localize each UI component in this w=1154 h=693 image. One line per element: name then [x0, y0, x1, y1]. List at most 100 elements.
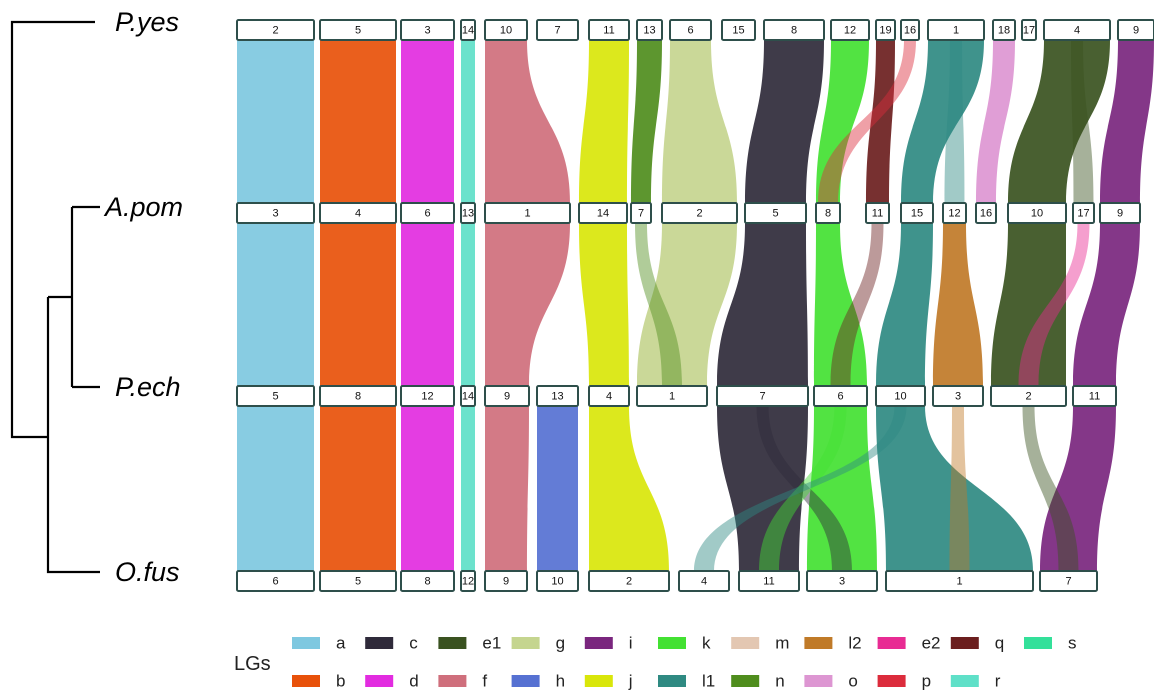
ribbon-mix-e1: [1022, 406, 1079, 571]
legend-label: h: [556, 672, 565, 691]
chromosome-label: 2: [626, 576, 632, 588]
chromosome-label: 13: [551, 391, 563, 403]
legend-swatch: [877, 637, 906, 649]
chromosome-box-outline: [588, 385, 630, 407]
legend-label: p: [922, 672, 931, 691]
chromosome-box-outline: [460, 202, 476, 224]
chromosome-label: 18: [998, 25, 1010, 37]
legend-item-c: c: [365, 634, 418, 653]
chromosome-box: 7: [630, 202, 652, 224]
ribbon-i: [1073, 223, 1140, 386]
ribbon-mix-k: [759, 406, 847, 571]
chromosome-label: 9: [503, 576, 509, 588]
chromosome-label: 6: [424, 208, 430, 220]
chromosome-label: 6: [272, 576, 278, 588]
chromosome-box: 12: [830, 19, 870, 41]
species-label-pech: P.ech: [115, 372, 181, 402]
chromosome-label: 8: [424, 576, 430, 588]
chromosome-label: 13: [643, 25, 655, 37]
ribbon-q: [866, 40, 895, 203]
legend-label: d: [409, 672, 418, 691]
chromosome-box-outline: [400, 570, 455, 592]
chromosome-box: 12: [460, 570, 476, 592]
ribbon-band-0: [237, 40, 1154, 203]
chromosome-box: 5: [319, 570, 397, 592]
chromosome-box-outline: [536, 385, 579, 407]
legend-swatch: [877, 675, 906, 687]
chromosome-label: 3: [839, 576, 845, 588]
legend-swatch: [438, 637, 467, 649]
chromosome-label: 10: [551, 576, 563, 588]
chromosome-box: 17: [1072, 202, 1095, 224]
chromosome-row-P.ech: 5 8 12 14 9 13 4 1 7 6 10 3 2 11: [236, 385, 1117, 407]
legend-swatch: [658, 675, 686, 687]
chromosome-label: 5: [772, 208, 778, 220]
chromosome-label: 9: [1117, 208, 1123, 220]
chromosome-box-outline: [484, 19, 528, 41]
chromosome-box: 14: [460, 19, 476, 41]
chromosome-box-outline: [460, 19, 476, 41]
chromosome-label: 17: [1023, 25, 1035, 37]
ribbon-j: [579, 40, 629, 203]
chromosome-box-outline: [636, 19, 663, 41]
chromosome-box: 9: [484, 570, 528, 592]
chromosome-label: 12: [421, 391, 433, 403]
chromosome-box-outline: [319, 385, 397, 407]
chromosome-box-outline: [484, 570, 528, 592]
chromosome-label: 8: [791, 25, 797, 37]
chromosome-label: 8: [825, 208, 831, 220]
ribbon-l1: [901, 40, 984, 203]
ribbon-f: [485, 406, 529, 571]
chromosome-box-outline: [236, 385, 315, 407]
chromosome-box-outline: [484, 202, 571, 224]
legend-label: l2: [848, 634, 861, 653]
ribbon-mix-p: [818, 40, 916, 203]
ribbon-a: [237, 40, 314, 203]
chromosome-label: 10: [500, 25, 512, 37]
chromosome-box: 1: [927, 19, 985, 41]
legend-swatch: [511, 637, 540, 649]
legend-label: s: [1068, 634, 1077, 653]
ribbon-d: [401, 40, 454, 203]
chromosome-box-outline: [536, 19, 579, 41]
chromosome-box-outline: [885, 570, 1034, 592]
chromosome-box-outline: [744, 202, 807, 224]
ribbon-o: [976, 40, 1015, 203]
legend-swatch: [365, 637, 394, 649]
chromosome-box: 4: [319, 202, 397, 224]
chromosome-box: 7: [536, 19, 579, 41]
chromosome-box-outline: [236, 202, 315, 224]
chromosome-label: 4: [355, 208, 361, 220]
chromosome-label: 5: [355, 576, 361, 588]
chromosome-box-outline: [932, 385, 984, 407]
ribbon-e1: [1008, 40, 1110, 203]
legend-swatch: [584, 637, 613, 649]
chromosome-label: 7: [554, 25, 560, 37]
ribbon-k: [816, 40, 869, 203]
legend-item-a: a: [292, 634, 346, 653]
chromosome-box: 17: [1021, 19, 1037, 41]
legend-item-g: g: [511, 634, 565, 653]
legend-swatch: [511, 675, 540, 687]
chromosome-box-outline: [400, 385, 455, 407]
chromosome-box: 13: [536, 385, 579, 407]
chromosome-box-outline: [865, 202, 890, 224]
chromosome-box-outline: [400, 19, 455, 41]
chromosome-label: 8: [355, 391, 361, 403]
ribbon-k: [814, 223, 867, 386]
chromosome-label: 10: [1031, 208, 1043, 220]
legend-item-e2: e2: [877, 634, 941, 653]
chromosome-box: 8: [400, 570, 455, 592]
chromosome-box: 5: [744, 202, 807, 224]
legend-label: n: [775, 672, 784, 691]
chromosome-box-outline: [536, 570, 579, 592]
chromosome-box-outline: [875, 19, 896, 41]
chromosome-box: 2: [990, 385, 1067, 407]
chromosome-box-outline: [236, 570, 315, 592]
ribbon-layer: [237, 40, 1154, 571]
ribbon-mix-l1: [694, 406, 907, 571]
chromosome-box-outline: [484, 385, 530, 407]
legend-swatch: [1024, 637, 1052, 649]
